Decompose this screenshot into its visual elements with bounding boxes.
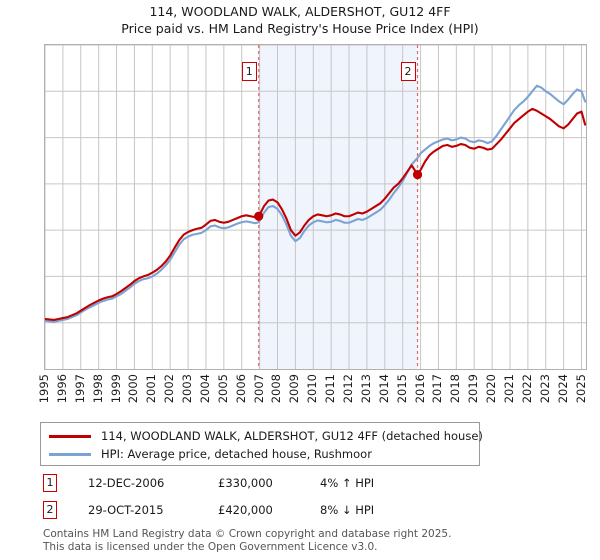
x-tick-label: 2002	[162, 374, 177, 404]
x-tick-label: 1998	[90, 374, 105, 404]
chart-title-line2: Price paid vs. HM Land Registry's House …	[121, 21, 479, 36]
table-row: 2 29-OCT-2015 £420,000 8% ↓ HPI	[40, 499, 500, 526]
x-tick-label: 1999	[108, 374, 123, 404]
x-axis-labels: 1995 1996 1997 1998 1999 2000 2001 2002 2003 2004…	[0, 370, 600, 430]
x-tick-label: 1996	[54, 374, 69, 404]
x-tick-label: 2011	[323, 374, 338, 404]
x-tick-label: 2022	[519, 374, 534, 404]
x-tick-label: 2009	[287, 374, 302, 404]
x-tick-label: 2008	[269, 374, 284, 404]
x-tick-label: 2025	[573, 374, 588, 404]
x-tick-label: 2014	[376, 374, 391, 404]
x-tick-label: 2013	[358, 374, 373, 404]
x-tick-label: 2016	[412, 374, 427, 404]
x-tick-label: 2005	[215, 374, 230, 404]
x-tick-label: 2003	[180, 374, 195, 404]
x-tick-label: 2010	[305, 374, 320, 404]
y-axis-labels: £0£100K£200K£300K£400K£500K£600K£700K	[0, 38, 44, 378]
footer-attribution: Contains HM Land Registry data © Crown c…	[43, 528, 583, 553]
transaction-badge-1: 1	[43, 474, 57, 492]
transaction-price-2: £420,000	[218, 503, 273, 517]
chart-flag-1: 1	[241, 62, 257, 81]
transaction-date-2: 29-OCT-2015	[88, 503, 164, 517]
x-tick-label: 2012	[341, 374, 356, 404]
footer-line-1: Contains HM Land Registry data © Crown c…	[43, 528, 452, 540]
legend-item-hpi: HPI: Average price, detached house, Rush…	[41, 445, 479, 463]
transaction-hpi-delta-2: 8% ↓ HPI	[320, 503, 375, 517]
chart-legend: 114, WOODLAND WALK, ALDERSHOT, GU12 4FF …	[40, 422, 483, 466]
x-tick-label: 2001	[144, 374, 159, 404]
legend-label-property: 114, WOODLAND WALK, ALDERSHOT, GU12 4FF …	[101, 429, 483, 443]
x-tick-label: 2007	[251, 374, 266, 404]
footer-line-2: This data is licensed under the Open Gov…	[43, 540, 378, 553]
legend-item-property: 114, WOODLAND WALK, ALDERSHOT, GU12 4FF …	[41, 427, 483, 445]
chart-title-line1: 114, WOODLAND WALK, ALDERSHOT, GU12 4FF	[149, 4, 451, 19]
x-tick-label: 2015	[394, 374, 409, 404]
x-tick-label: 2021	[501, 374, 516, 404]
legend-swatch-hpi	[49, 452, 91, 456]
chart-container: £0£100K£200K£300K£400K£500K£600K£700K 1 2…	[0, 38, 600, 403]
page-title: 114, WOODLAND WALK, ALDERSHOT, GU12 4FF …	[0, 3, 600, 37]
x-tick-label: 1997	[72, 374, 87, 404]
x-tick-label: 2018	[448, 374, 463, 404]
transaction-date-1: 12-DEC-2006	[88, 476, 165, 490]
plot-svg	[45, 45, 586, 369]
x-tick-label: 2004	[197, 374, 212, 404]
chart-flag-2: 2	[400, 62, 416, 81]
x-tick-label: 2017	[430, 374, 445, 404]
transaction-hpi-delta-1: 4% ↑ HPI	[320, 476, 375, 490]
x-tick-label: 2024	[555, 374, 570, 404]
legend-label-hpi: HPI: Average price, detached house, Rush…	[101, 447, 372, 461]
x-tick-label: 2019	[466, 374, 481, 404]
x-tick-label: 2023	[537, 374, 552, 404]
legend-swatch-property	[49, 434, 91, 438]
x-tick-label: 2000	[126, 374, 141, 404]
transactions-table: 1 12-DEC-2006 £330,000 4% ↑ HPI 2 29-OCT…	[40, 472, 500, 526]
x-tick-label: 2020	[484, 374, 499, 404]
transaction-price-1: £330,000	[218, 476, 273, 490]
table-row: 1 12-DEC-2006 £330,000 4% ↑ HPI	[40, 472, 500, 499]
x-tick-label: 2006	[233, 374, 248, 404]
plot-area	[44, 44, 587, 370]
transaction-badge-2: 2	[43, 501, 57, 519]
x-tick-label: 1995	[37, 374, 51, 404]
